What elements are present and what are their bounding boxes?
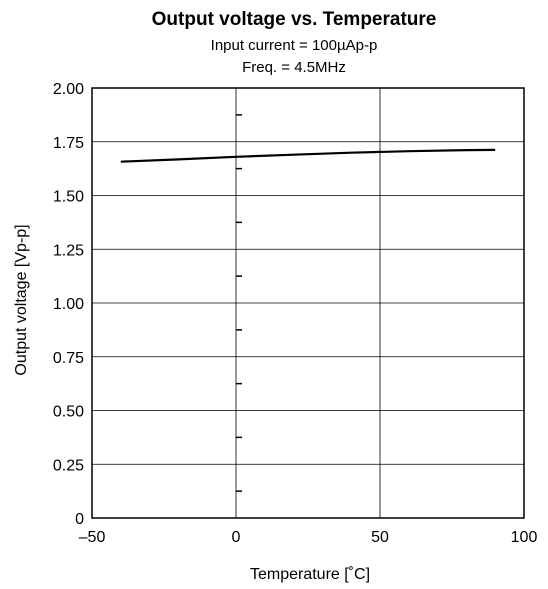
y-tick-label-4: 1.00 (53, 296, 84, 313)
grid-lines (92, 88, 524, 518)
x-axis-label: Temperature [˚C] (250, 566, 370, 583)
chart-title: Output voltage vs. Temperature (152, 9, 437, 30)
y-axis-label: Output voltage [Vp-p] (13, 224, 30, 375)
y-tick-label-3: 0.75 (53, 350, 84, 367)
y-tick-label-8: 2.00 (53, 81, 84, 98)
x-tick-label-0: –50 (79, 529, 106, 546)
minor-tick-marks (236, 114, 242, 492)
x-tick-label-1: 0 (232, 529, 241, 546)
x-tick-label-3: 100 (511, 529, 538, 546)
y-tick-labels: 0 0.25 0.50 0.75 1.00 1.25 1.50 1.75 2.00 (53, 81, 84, 528)
y-tick-label-0: 0 (75, 511, 84, 528)
x-tick-labels: –50 0 50 100 (79, 529, 538, 546)
x-tick-label-2: 50 (371, 529, 389, 546)
chart-subtitle-line-1: Input current = 100µAp-p (211, 37, 378, 54)
y-tick-label-1: 0.25 (53, 457, 84, 474)
y-tick-label-7: 1.75 (53, 135, 84, 152)
series-line-0 (120, 148, 496, 163)
y-tick-label-5: 1.25 (53, 242, 84, 259)
chart-subtitle-line-2: Freq. = 4.5MHz (242, 59, 346, 76)
data-series (120, 148, 496, 163)
plot-area-frame (91, 87, 525, 519)
y-tick-label-6: 1.50 (53, 189, 84, 206)
y-tick-label-2: 0.50 (53, 404, 84, 421)
